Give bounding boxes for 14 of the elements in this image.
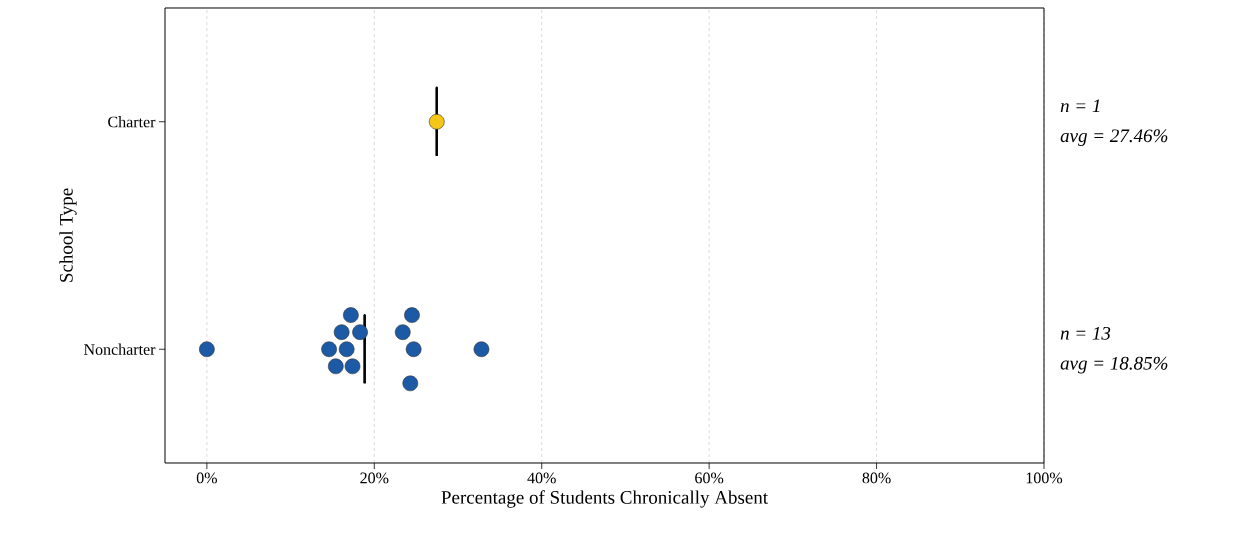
x-tick-label: 100%: [1026, 472, 1063, 484]
y-tick-label: Charter: [108, 116, 156, 128]
x-axis-title: Percentage of Students Chronically Absent: [441, 490, 768, 508]
x-tick-label: 80%: [862, 472, 891, 484]
text: avg = 27.46%: [1060, 129, 1168, 147]
text: avg = 18.85%: [1060, 356, 1168, 374]
text: n = 1: [1060, 99, 1100, 113]
x-tick-label: 60%: [695, 472, 724, 484]
y-axis-title: School Type: [59, 188, 77, 282]
text: n = 13: [1060, 326, 1111, 340]
y-tick-label: Noncharter: [83, 343, 156, 355]
x-tick-label: 20%: [360, 472, 389, 484]
x-tick-label: 40%: [527, 472, 556, 484]
x-tick-label: 0%: [196, 472, 217, 484]
